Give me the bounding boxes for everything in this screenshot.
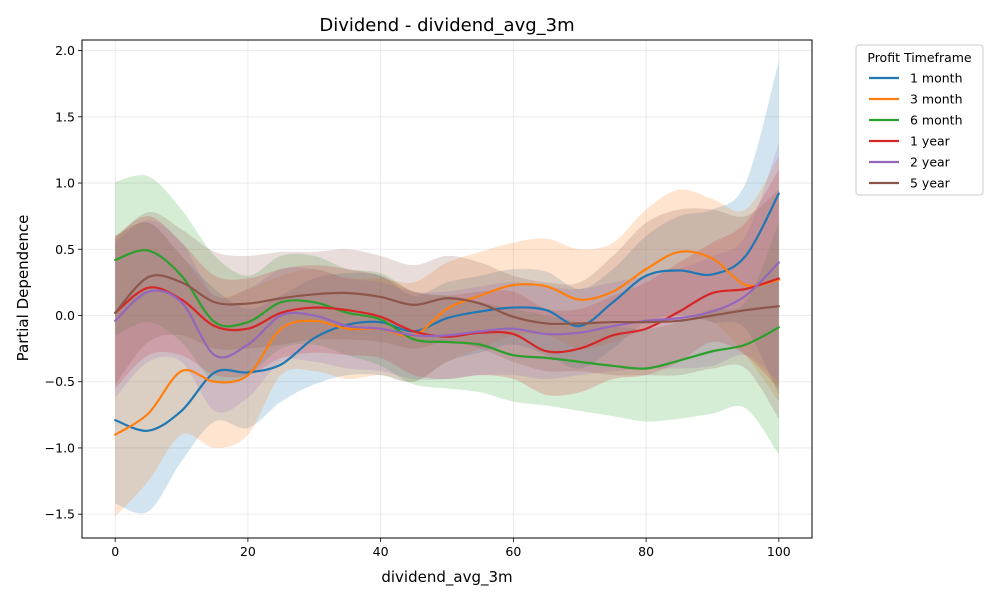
line-1-month bbox=[114, 192, 780, 432]
legend-label-1-month: 1 month bbox=[910, 71, 963, 86]
y-tick-label: −1.5 bbox=[45, 507, 75, 522]
chart-title: Dividend - dividend_avg_3m bbox=[319, 15, 574, 36]
x-axis-ticks: 0 20 40 60 80 100 bbox=[111, 538, 791, 559]
line-1-year bbox=[114, 277, 780, 354]
band-5-year bbox=[115, 189, 779, 419]
x-tick-label: 20 bbox=[240, 544, 256, 559]
y-tick-label: 0.5 bbox=[55, 242, 75, 257]
y-tick-label: 1.5 bbox=[55, 109, 75, 124]
band-2-year bbox=[115, 143, 779, 413]
legend-label-6-month: 6 month bbox=[910, 113, 963, 128]
x-tick-label: 100 bbox=[767, 544, 791, 559]
x-tick-label: 60 bbox=[505, 544, 521, 559]
plot-frame bbox=[81, 39, 813, 539]
y-tick-label: 2.0 bbox=[55, 43, 75, 58]
legend-items: 1 month 3 month 6 month 1 year 2 year 5 year bbox=[869, 71, 963, 191]
legend-label-2-year: 2 year bbox=[910, 155, 951, 170]
band-1-month bbox=[115, 61, 779, 514]
x-axis-label: dividend_avg_3m bbox=[381, 568, 512, 587]
y-axis-ticks: −1.5 −1.0 −0.5 0.0 0.5 1.0 1.5 2.0 bbox=[45, 43, 82, 522]
band-6-month bbox=[115, 175, 779, 455]
y-tick-label: −0.5 bbox=[45, 374, 75, 389]
legend-label-5-year: 5 year bbox=[910, 176, 951, 191]
band-1-year bbox=[115, 169, 779, 396]
line-5-year bbox=[114, 274, 780, 326]
line-6-month bbox=[114, 249, 780, 370]
y-tick-label: 1.0 bbox=[55, 176, 75, 191]
x-tick-label: 0 bbox=[111, 544, 119, 559]
line-3-month bbox=[114, 250, 780, 436]
y-axis-label: Partial Dependence bbox=[14, 215, 32, 362]
legend-box bbox=[855, 44, 984, 196]
legend-label-1-year: 1 year bbox=[910, 134, 951, 149]
x-tick-label: 40 bbox=[373, 544, 389, 559]
series-lines bbox=[114, 192, 780, 436]
legend-label-3-month: 3 month bbox=[910, 92, 963, 107]
line-2-year bbox=[114, 261, 780, 359]
legend-title: Profit Timeframe bbox=[867, 50, 972, 65]
y-tick-label: −1.0 bbox=[45, 440, 75, 455]
x-tick-label: 80 bbox=[638, 544, 654, 559]
y-tick-label: 0.0 bbox=[55, 308, 75, 323]
